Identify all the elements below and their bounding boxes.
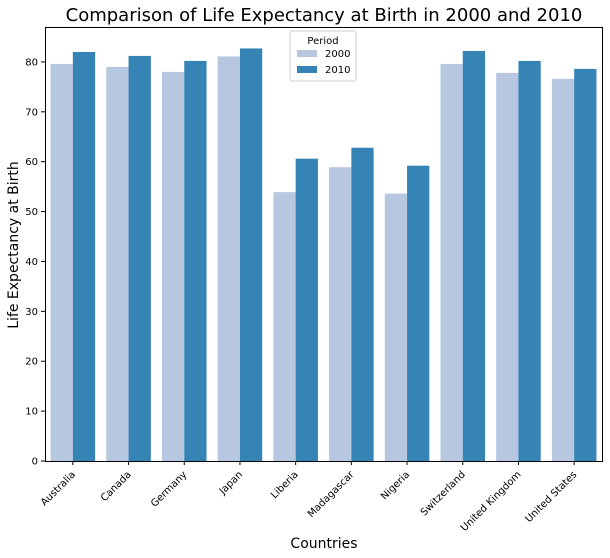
y-axis-label: Life Expectancy at Birth bbox=[6, 161, 22, 329]
x-tick-label: Nigeria bbox=[379, 469, 412, 502]
y-tick-label: 30 bbox=[25, 307, 38, 318]
x-tick-label: Canada bbox=[99, 469, 134, 504]
bar-2010-germany bbox=[184, 60, 207, 461]
plot-frame bbox=[45, 27, 603, 462]
bar-2000-japan bbox=[217, 56, 240, 461]
x-tick-label: Switzerland bbox=[419, 469, 468, 518]
bar-2000-united-states bbox=[551, 78, 575, 461]
x-tick-label: United States bbox=[524, 469, 580, 525]
bar-2010-madagascar bbox=[351, 147, 374, 461]
bar-2010-nigeria bbox=[407, 165, 430, 461]
bar-2010-united-states bbox=[574, 68, 597, 462]
y-tick-label: 40 bbox=[25, 257, 38, 268]
y-tick-label: 20 bbox=[25, 357, 38, 368]
bar-2000-liberia bbox=[273, 192, 296, 461]
x-axis: Australia Canada Germany Japan Liberia Madaga… bbox=[39, 461, 579, 534]
bar-2000-canada bbox=[106, 66, 129, 461]
bar-2000-united-kingdom bbox=[496, 72, 519, 461]
y-tick-label: 10 bbox=[25, 407, 38, 418]
x-tick-label: United Kingdom bbox=[459, 469, 524, 534]
y-tick-label: 50 bbox=[25, 207, 38, 218]
legend-label-2010: 2010 bbox=[325, 65, 350, 76]
x-tick-label: Australia bbox=[39, 469, 78, 508]
y-tick-label: 80 bbox=[25, 57, 38, 68]
bar-2010-united-kingdom bbox=[518, 60, 541, 461]
bar-2000-switzerland bbox=[440, 63, 463, 461]
legend-title: Period bbox=[307, 36, 338, 47]
x-tick-label: Germany bbox=[149, 469, 189, 509]
y-tick-label: 70 bbox=[25, 107, 38, 118]
x-tick-label: Liberia bbox=[269, 469, 301, 501]
y-tick-label: 60 bbox=[25, 157, 38, 168]
chart-title: Comparison of Life Expectancy at Birth i… bbox=[66, 5, 583, 26]
bar-2000-nigeria bbox=[384, 193, 408, 461]
bar-2000-australia bbox=[50, 63, 73, 461]
bar-2000-madagascar bbox=[329, 167, 352, 462]
bars-group bbox=[50, 48, 597, 462]
bar-2010-switzerland bbox=[462, 50, 486, 462]
legend-label-2000: 2000 bbox=[325, 49, 350, 60]
bar-2000-germany bbox=[161, 71, 185, 462]
bar-2010-canada bbox=[128, 55, 151, 461]
x-axis-label: Countries bbox=[290, 536, 357, 552]
y-tick-label: 0 bbox=[32, 457, 38, 468]
x-tick-label: Madagascar bbox=[306, 469, 357, 520]
bar-2010-liberia bbox=[295, 158, 318, 462]
x-tick-label: Japan bbox=[217, 469, 245, 497]
legend: Period 2000 2010 bbox=[289, 30, 357, 82]
legend-swatch-2000 bbox=[297, 50, 317, 57]
legend-swatch-2010 bbox=[297, 66, 317, 73]
y-axis: 0 10 20 30 40 50 60 70 80 bbox=[25, 57, 45, 468]
bar-2010-australia bbox=[72, 51, 96, 461]
bar-2010-japan bbox=[239, 48, 263, 462]
